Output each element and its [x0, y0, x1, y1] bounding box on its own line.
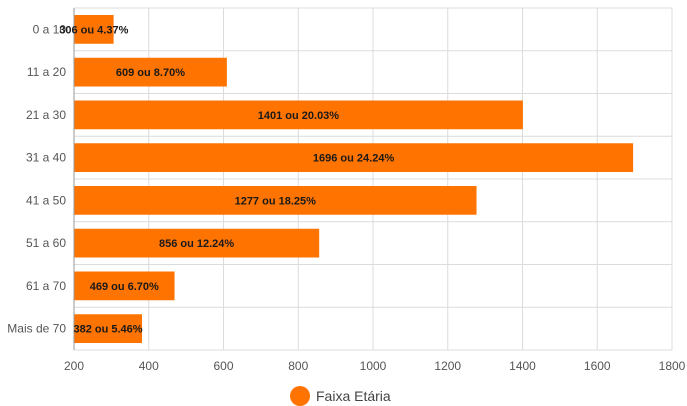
bar-41-a-50[interactable]	[74, 186, 477, 215]
category-label: 41 a 50	[26, 193, 66, 207]
category-label: 21 a 30	[26, 108, 66, 122]
data-label: 856 ou 12.24%	[159, 238, 234, 250]
data-label: 1401 ou 20.03%	[258, 110, 340, 122]
bar-mais-de-70[interactable]	[74, 314, 143, 343]
category-label: 31 a 40	[26, 151, 66, 165]
x-tick-label: 1800	[659, 359, 686, 373]
category-label: 11 a 20	[27, 65, 66, 79]
bar-0-a-10[interactable]	[74, 15, 114, 44]
legend-label[interactable]: Faixa Etária	[316, 388, 391, 404]
x-tick-label: 1400	[509, 359, 536, 373]
x-tick-label: 400	[139, 359, 159, 373]
category-label: 61 a 70	[26, 279, 66, 293]
bar-51-a-60[interactable]	[74, 228, 320, 258]
x-tick-label: 1200	[434, 359, 461, 373]
x-tick-label: 200	[64, 359, 84, 373]
data-label: 469 ou 6.70%	[90, 281, 159, 293]
bar-31-a-40[interactable]	[74, 143, 634, 172]
category-label: 51 a 60	[26, 236, 66, 250]
data-label: 306 ou 4.37%	[59, 24, 128, 36]
data-label: 382 ou 5.46%	[73, 324, 142, 336]
data-label: 1277 ou 18.25%	[235, 195, 317, 207]
bars	[74, 15, 634, 343]
bar-11-a-20[interactable]	[74, 57, 227, 87]
labels: 0 a 10 11 a 20 21 a 30 31 a 40 41 a 50 51 a 6…	[7, 22, 685, 373]
category-label: Mais de 70	[7, 322, 66, 336]
legend[interactable]: Faixa Etária	[290, 386, 391, 406]
bar-21-a-30[interactable]	[74, 100, 523, 130]
legend-marker[interactable]	[290, 386, 310, 406]
data-label: 609 ou 8.70%	[116, 67, 185, 79]
x-tick-label: 600	[213, 359, 233, 373]
x-tick-label: 800	[288, 359, 308, 373]
data-label: 1696 ou 24.24%	[313, 153, 395, 165]
bar-61-a-70[interactable]	[74, 271, 175, 301]
category-label: 0 a 10	[33, 22, 67, 36]
x-tick-label: 1000	[360, 359, 387, 373]
x-tick-label: 1600	[584, 359, 611, 373]
